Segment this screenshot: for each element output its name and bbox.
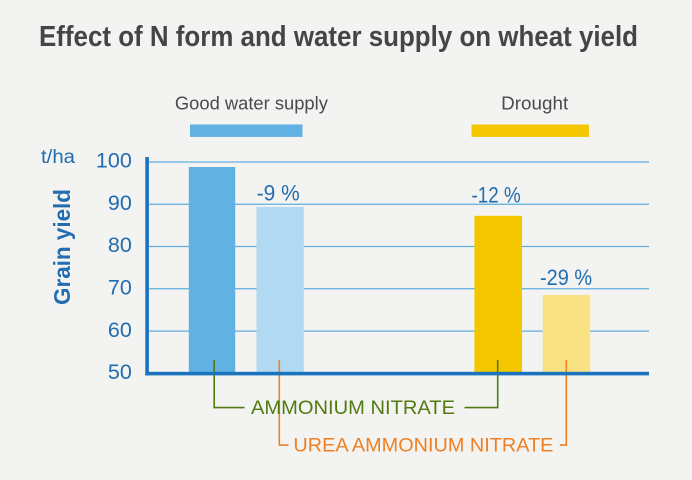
svg-text:50: 50 <box>108 360 132 384</box>
svg-text:UREA AMMONIUM NITRATE: UREA AMMONIUM NITRATE <box>293 435 553 457</box>
svg-text:-9 %: -9 % <box>257 180 300 205</box>
svg-text:60: 60 <box>108 318 132 342</box>
svg-text:Drought: Drought <box>501 94 568 114</box>
svg-text:-29 %: -29 % <box>540 265 592 290</box>
svg-text:100: 100 <box>96 149 132 173</box>
svg-text:t/ha: t/ha <box>41 147 75 168</box>
svg-text:Effect of N form and water sup: Effect of N form and water supply on whe… <box>39 21 638 53</box>
svg-text:90: 90 <box>108 191 132 215</box>
svg-text:Good water supply: Good water supply <box>175 94 328 114</box>
svg-text:AMMONIUM NITRATE: AMMONIUM NITRATE <box>251 398 455 419</box>
svg-text:-12 %: -12 % <box>472 182 521 207</box>
svg-text:80: 80 <box>108 233 132 257</box>
svg-text:70: 70 <box>108 276 132 300</box>
svg-text:Grain yield: Grain yield <box>49 189 75 305</box>
